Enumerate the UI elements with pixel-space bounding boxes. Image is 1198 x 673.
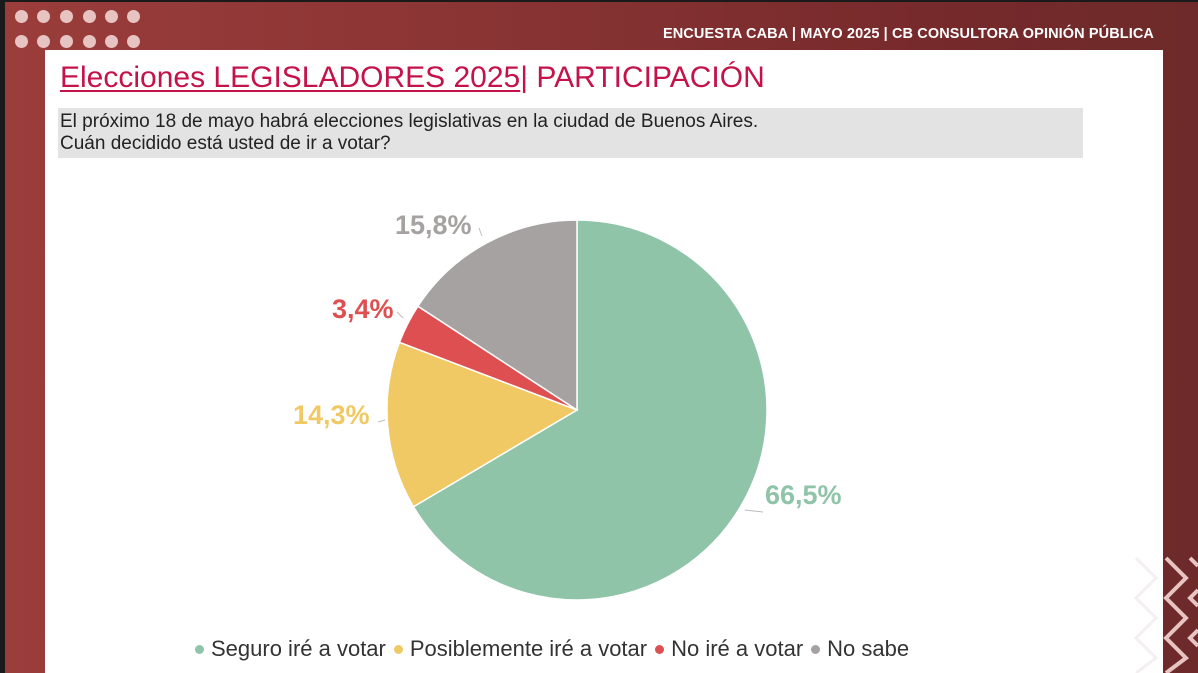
title-rest: | PARTICIPACIÓN: [520, 61, 765, 94]
label-seguro: 66,5%: [765, 480, 842, 510]
legend-dot-icon: [811, 644, 821, 654]
label-leaders: [377, 227, 764, 513]
legend-item-posiblemente: Posiblemente iré a votar: [393, 636, 647, 662]
title-underlined: Elecciones LEGISLADORES 2025: [60, 61, 521, 94]
pie-slice: [412, 219, 768, 601]
label-no: 3,4%: [332, 294, 394, 324]
label-posiblemente: 14,3%: [293, 400, 370, 430]
label-no-sabe: 15,8%: [395, 210, 472, 240]
legend-dot-icon: [393, 644, 403, 654]
content-panel: Elecciones LEGISLADORES 2025| PARTICIPAC…: [45, 50, 1163, 673]
chart-legend: Seguro iré a votar Posiblemente iré a vo…: [195, 636, 917, 662]
pie-slice: [416, 219, 578, 412]
pie-slices: [386, 219, 768, 601]
question-line-1: El próximo 18 de mayo habrá elecciones l…: [60, 111, 759, 132]
pie-chart: [377, 219, 768, 601]
survey-banner: ENCUESTA CABA | MAYO 2025 | CB CONSULTOR…: [662, 26, 1154, 42]
slide-title: Elecciones LEGISLADORES 2025| PARTICIPAC…: [60, 61, 765, 95]
legend-dot-icon: [655, 644, 665, 654]
legend-dot-icon: [195, 644, 204, 654]
zigzag-decoration-icon: [1133, 553, 1198, 673]
question-box: El próximo 18 de mayo habrá elecciones l…: [58, 108, 1083, 158]
legend-item-seguro: Seguro iré a votar: [195, 636, 386, 662]
legend-item-no-sabe: No sabe: [811, 636, 909, 662]
pie-slice: [386, 341, 579, 508]
question-line-2: Cuán decidido está usted de ir a votar?: [60, 133, 391, 154]
legend-item-no: No iré a votar: [655, 636, 803, 662]
